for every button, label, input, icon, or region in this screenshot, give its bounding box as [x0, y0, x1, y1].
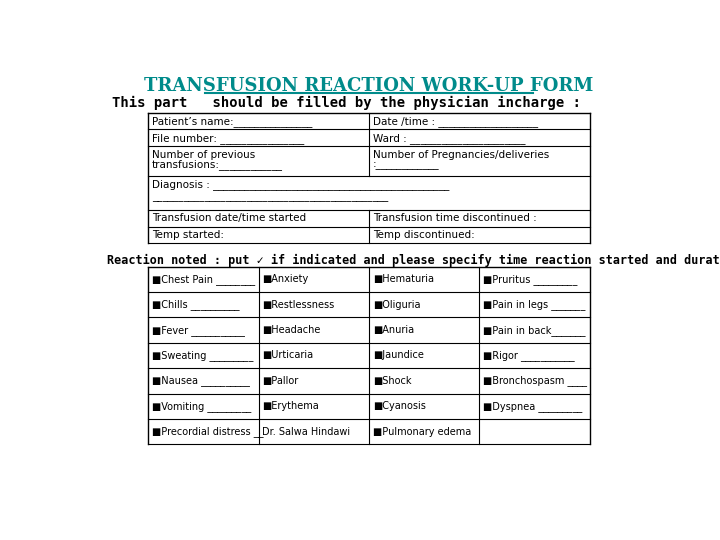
Text: ■Erythema: ■Erythema: [262, 401, 319, 411]
Text: ■Chills __________: ■Chills __________: [152, 299, 240, 310]
Text: ■Headache: ■Headache: [262, 325, 321, 335]
Text: Number of Pregnancies/deliveries: Number of Pregnancies/deliveries: [373, 150, 549, 160]
Text: Transfusion date/time started: Transfusion date/time started: [152, 213, 306, 224]
Text: ■Cyanosis: ■Cyanosis: [373, 401, 426, 411]
Text: ■Restlessness: ■Restlessness: [262, 300, 335, 309]
Text: ■Chest Pain ________: ■Chest Pain ________: [152, 274, 255, 285]
Text: ■Nausea __________: ■Nausea __________: [152, 375, 250, 386]
Text: Patient’s name:_______________: Patient’s name:_______________: [152, 117, 312, 127]
Text: transfusions:____________: transfusions:____________: [152, 159, 283, 171]
Text: Reaction noted : put ✓ if indicated and please specify time reaction started and: Reaction noted : put ✓ if indicated and …: [107, 254, 720, 267]
Text: ■Shock: ■Shock: [373, 376, 411, 386]
Text: ■Pruritus _________: ■Pruritus _________: [483, 274, 577, 285]
Text: ■Pain in legs _______: ■Pain in legs _______: [483, 299, 585, 310]
Text: ■Bronchospasm ____: ■Bronchospasm ____: [483, 375, 588, 386]
Text: ■Vomiting _________: ■Vomiting _________: [152, 401, 251, 411]
Text: TRANSFUSION REACTION WORK-UP FORM: TRANSFUSION REACTION WORK-UP FORM: [144, 77, 594, 96]
Text: _____________________________________________: ________________________________________…: [152, 192, 388, 202]
Text: ■Urticaria: ■Urticaria: [262, 350, 314, 361]
Text: Transfusion time discontinued :: Transfusion time discontinued :: [373, 213, 536, 224]
Text: ■Pallor: ■Pallor: [262, 376, 299, 386]
Text: ■Precordial distress __: ■Precordial distress __: [152, 426, 264, 437]
Text: Ward : ______________________: Ward : ______________________: [373, 133, 526, 144]
Text: :____________: :____________: [373, 159, 439, 170]
Text: ■Jaundice: ■Jaundice: [373, 350, 424, 361]
Text: Date /time : ___________________: Date /time : ___________________: [373, 117, 538, 127]
Text: File number: ________________: File number: ________________: [152, 133, 305, 144]
Text: ■Fever ___________: ■Fever ___________: [152, 325, 245, 335]
Text: ■Oliguria: ■Oliguria: [373, 300, 420, 309]
Text: ■Pulmonary edema: ■Pulmonary edema: [373, 427, 471, 437]
Text: ■Anuria: ■Anuria: [373, 325, 414, 335]
Text: Temp discontinued:: Temp discontinued:: [373, 231, 474, 240]
Text: ■Rigor ___________: ■Rigor ___________: [483, 350, 575, 361]
Text: ■Hematuria: ■Hematuria: [373, 274, 434, 284]
Text: ■Pain in back_______: ■Pain in back_______: [483, 325, 586, 335]
Text: Diagnosis : _____________________________________________: Diagnosis : ____________________________…: [152, 179, 449, 191]
Text: ■Sweating _________: ■Sweating _________: [152, 350, 253, 361]
Text: Temp started:: Temp started:: [152, 231, 224, 240]
Text: ■Dyspnea _________: ■Dyspnea _________: [483, 401, 582, 411]
Text: Number of previous: Number of previous: [152, 150, 256, 160]
Text: Dr. Salwa Hindawi: Dr. Salwa Hindawi: [262, 427, 351, 437]
Text: ■Anxiety: ■Anxiety: [262, 274, 309, 284]
Text: This part   should be filled by the physician incharge :: This part should be filled by the physic…: [112, 96, 581, 110]
